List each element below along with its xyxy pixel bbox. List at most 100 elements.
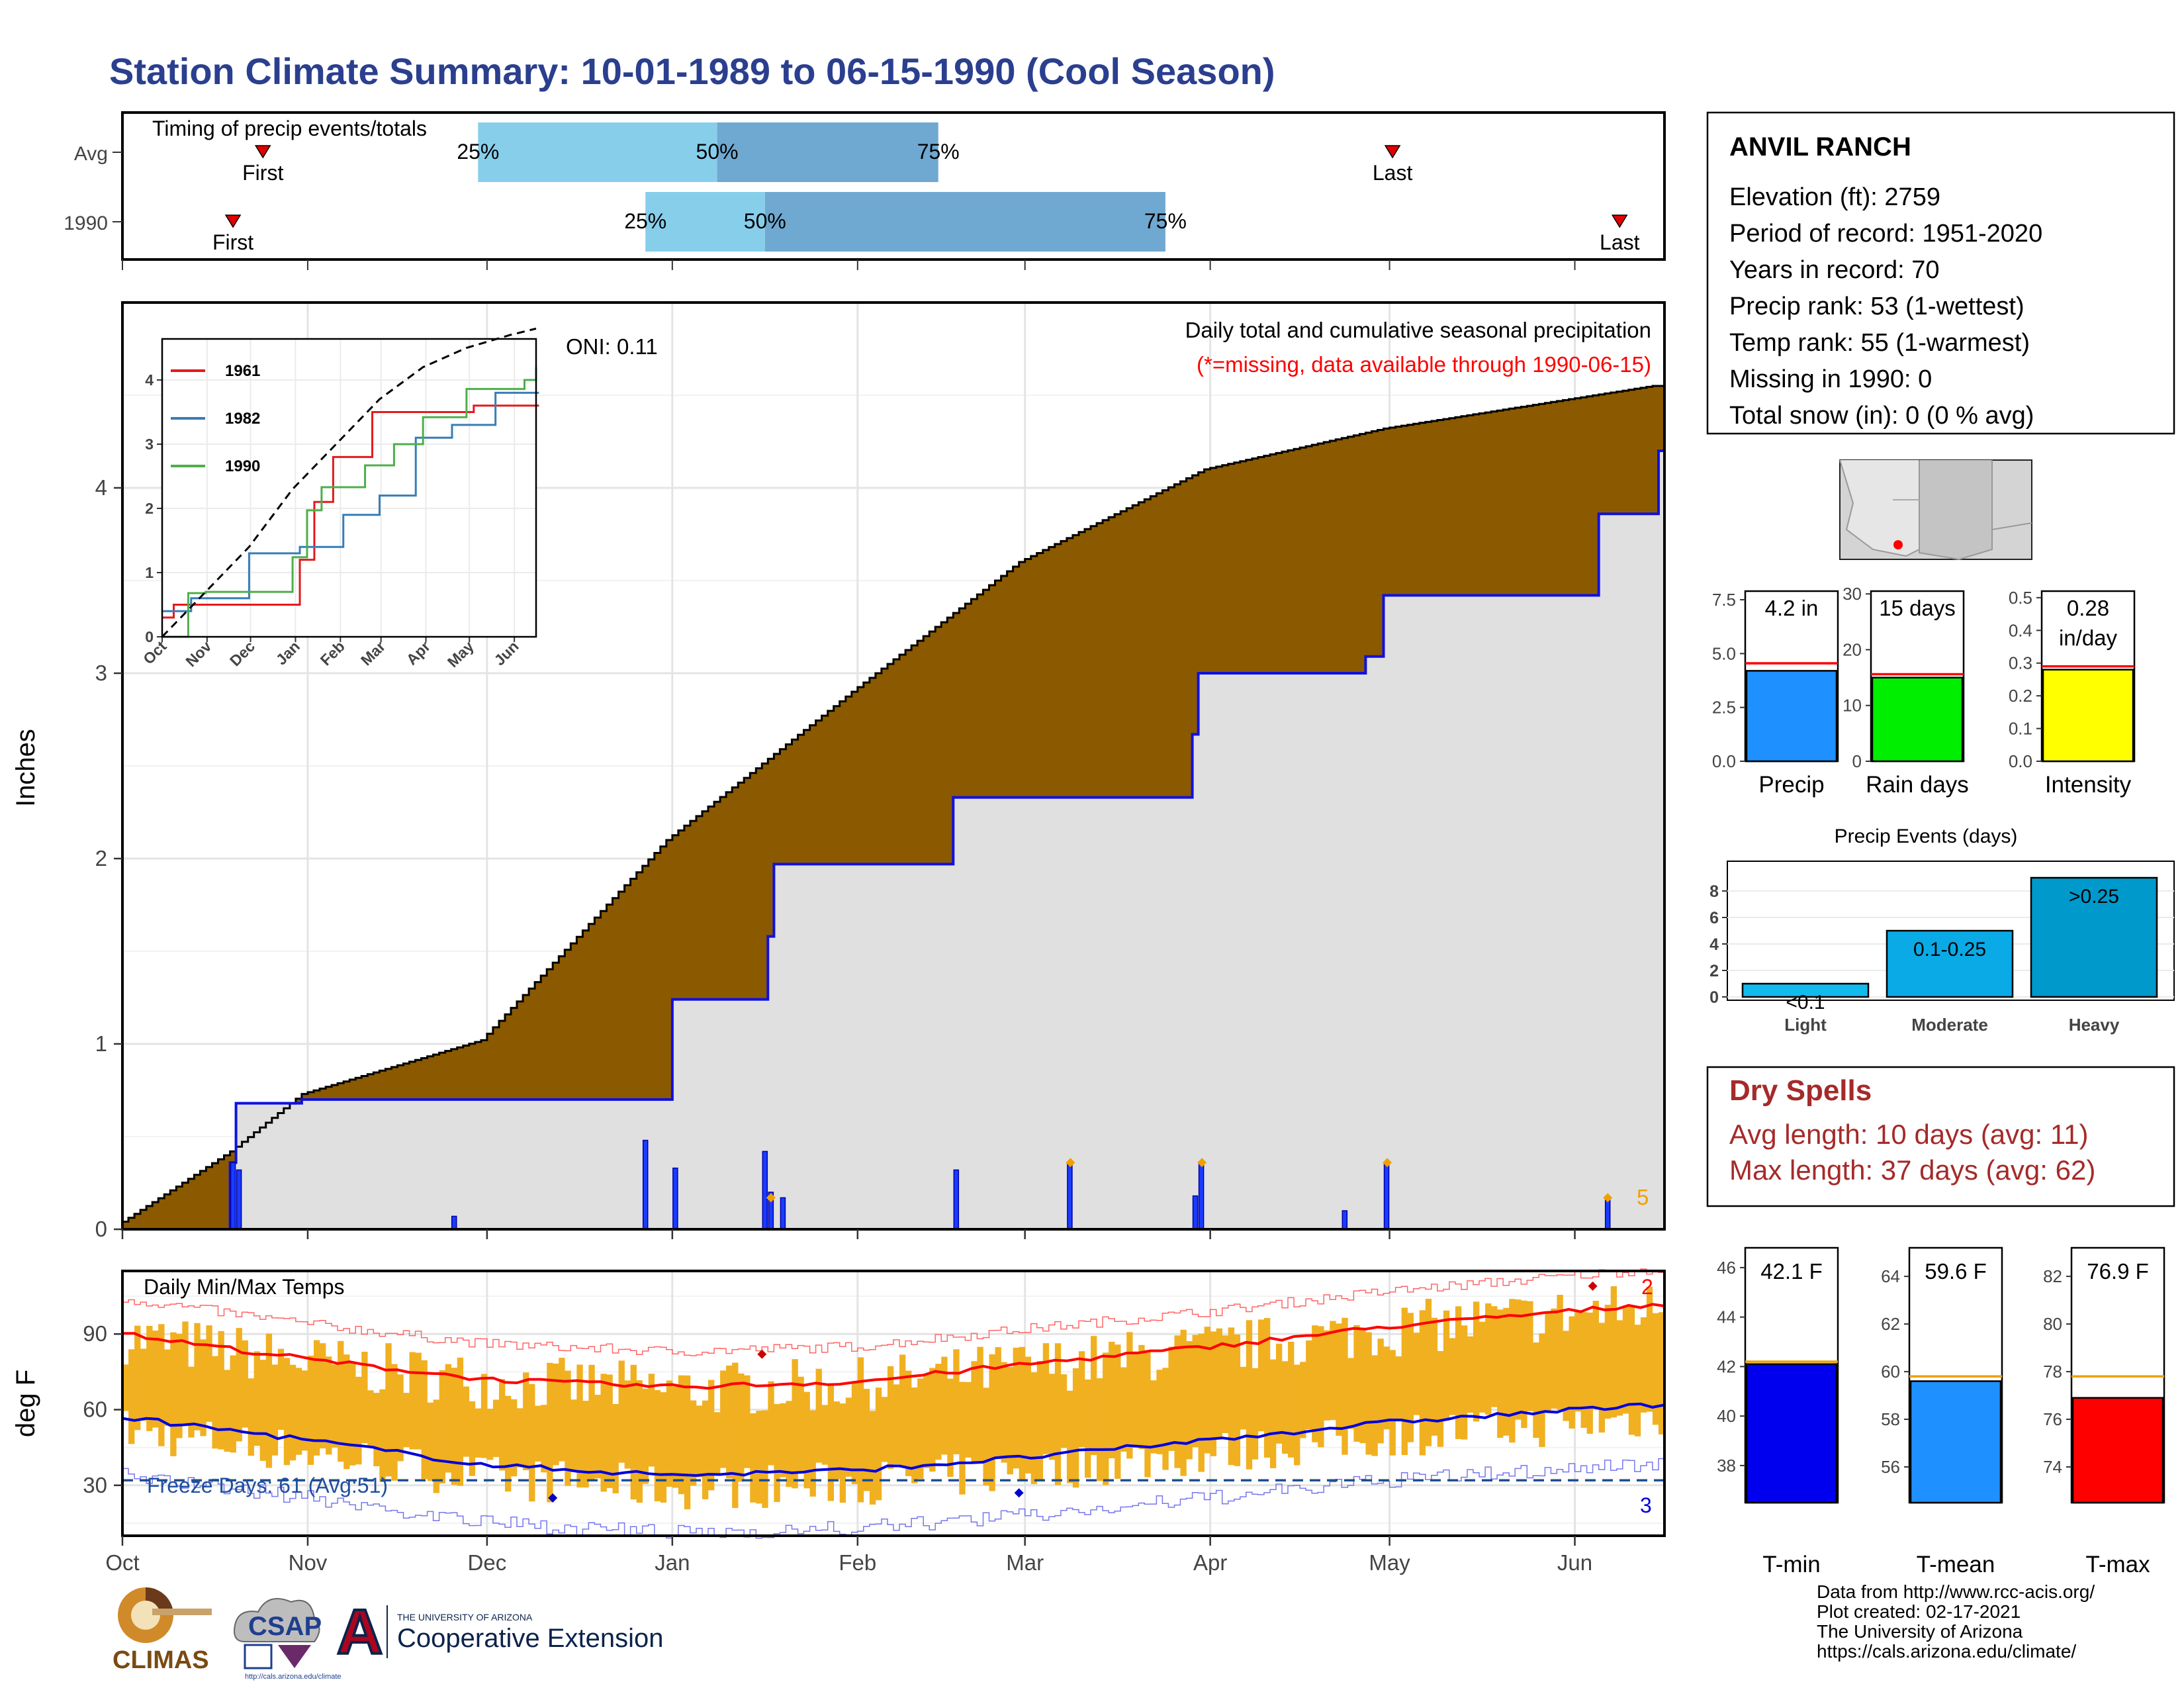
daily-precip-bar — [953, 1169, 960, 1230]
daily-temp-bar — [1013, 1347, 1019, 1469]
daily-temp-bar — [421, 1360, 428, 1479]
daily-temp-bar — [1001, 1362, 1007, 1463]
main-axes: 0 1 2 3 4 — [95, 475, 1576, 1241]
daily-temp-bar — [1580, 1312, 1587, 1429]
daily-temp-bar — [320, 1343, 326, 1448]
page-title: Station Climate Summary: 10-01-1989 to 0… — [109, 50, 1275, 92]
event-marker — [1383, 1158, 1392, 1168]
record-marker — [1014, 1488, 1024, 1498]
daily-temp-bar — [200, 1339, 206, 1436]
daily-temp-bar — [415, 1352, 422, 1450]
daily-temp-bar — [1437, 1351, 1444, 1447]
daily-temp-bar — [576, 1364, 583, 1488]
daily-temp-bar — [1150, 1380, 1157, 1454]
daily-temp-bar — [511, 1399, 518, 1477]
daily-temp-bar — [486, 1409, 494, 1460]
avg-tmax-line — [122, 1303, 1665, 1390]
inset-y-tick-label: 1 — [145, 564, 154, 581]
daily-temp-bar — [899, 1354, 906, 1466]
csap-logo: CSAP http://cals.arizona.edu/climate — [234, 1598, 341, 1681]
gauge-tick-label: 46 — [1717, 1258, 1736, 1278]
gauge-value-bar — [2042, 669, 2134, 763]
events-bar — [1886, 929, 2014, 998]
station-detail-line: Precip rank: 53 (1-wettest) — [1729, 293, 2025, 320]
daily-temp-bar — [1610, 1286, 1617, 1418]
daily-temp-bar — [1186, 1340, 1193, 1460]
daily-temp-bar — [1263, 1318, 1271, 1458]
daily-temp-bar — [1216, 1328, 1223, 1439]
gauge-label: Rain days — [1866, 772, 1969, 798]
gauge-tick-label: 78 — [2043, 1362, 2062, 1382]
timing-bar-50-75 — [717, 122, 938, 182]
gauge-tick-label: 20 — [1843, 639, 1862, 659]
daily-temp-bar — [1431, 1317, 1438, 1436]
inset-legend-label: 1990 — [225, 457, 260, 475]
daily-temp-bar — [696, 1405, 703, 1477]
missing-note: (*=missing, data available through 1990-… — [1197, 352, 1651, 377]
gauge-value-bar — [1909, 1380, 2002, 1504]
event-marker — [1197, 1158, 1207, 1168]
daily-temp-bar — [283, 1358, 291, 1466]
daily-temp-bar — [529, 1383, 535, 1502]
daily-temp-bar — [1461, 1325, 1468, 1440]
event-marker — [1066, 1158, 1075, 1168]
events-y-tick-label: 8 — [1709, 882, 1719, 901]
oni-label: ONI: 0.11 — [566, 334, 658, 359]
events-bar-label: <0.1 — [1786, 992, 1825, 1013]
daily-temp-bar — [809, 1410, 816, 1497]
daily-temp-bar — [427, 1402, 433, 1481]
daily-temp-bar — [929, 1368, 936, 1472]
daily-temp-bar — [923, 1374, 930, 1468]
timing-panel-title: Timing of precip events/totals — [152, 117, 427, 140]
station-detail-line: Period of record: 1951-2020 — [1729, 220, 2042, 248]
daily-temp-bar — [774, 1404, 780, 1502]
daily-temp-bar — [301, 1370, 308, 1451]
gauge-label: T-mean — [1917, 1552, 1995, 1577]
record-marker — [757, 1349, 767, 1359]
dry-spells-max: Max length: 37 days (avg: 62) — [1729, 1154, 2095, 1186]
daily-temp-bar — [833, 1401, 841, 1479]
temp-gauge-charts: 38 40 42 44 46 42.1 F T-min 56 58 60 62 64 59.6 F T-m… — [1717, 1246, 2165, 1577]
daily-temp-bar — [1251, 1368, 1259, 1460]
daily-temp-bar — [158, 1324, 165, 1446]
timing-p50-label: 50% — [744, 209, 786, 233]
station-detail-line: Elevation (ft): 2759 — [1729, 183, 1940, 211]
precip-events-title: Precip Events (days) — [1835, 825, 2018, 847]
ua-logo-letter: A — [337, 1597, 383, 1667]
daily-temp-bar — [648, 1374, 655, 1467]
temp-x-tick-label: Nov — [289, 1550, 328, 1575]
gauge-tick-label: 10 — [1843, 696, 1862, 716]
main-y-tick-label: 2 — [95, 846, 107, 870]
gauge-tick-label: 30 — [1843, 584, 1862, 604]
daily-temp-bar — [559, 1358, 565, 1462]
daily-temp-bar — [750, 1413, 756, 1503]
footer-line: https://cals.arizona.edu/climate/ — [1817, 1641, 2077, 1662]
station-detail-line: Missing in 1990: 0 — [1729, 365, 1932, 393]
climas-logo: CLIMAS — [113, 1587, 212, 1674]
daily-temp-bar — [1054, 1343, 1062, 1485]
daily-temp-bar — [1646, 1286, 1653, 1412]
daily-temp-bar — [367, 1390, 374, 1447]
daily-temp-bar — [1210, 1331, 1216, 1456]
inset-y-tick-label: 2 — [145, 500, 154, 517]
gauge-label: Intensity — [2045, 772, 2132, 798]
record-marker — [1588, 1281, 1598, 1291]
daily-temp-bar — [1330, 1321, 1336, 1421]
daily-temp-bar — [1628, 1305, 1635, 1435]
daily-temp-bar — [821, 1405, 828, 1465]
inset-border — [161, 338, 537, 638]
daily-temp-bar — [164, 1349, 171, 1426]
daily-precip-bar — [780, 1197, 786, 1230]
gauge-tick-label: 0.4 — [2009, 620, 2032, 640]
ua-logo-bottom-text: Cooperative Extension — [397, 1624, 663, 1653]
daily-temp-bar — [1132, 1352, 1139, 1448]
ua-logo-top-text: THE UNIVERSITY OF ARIZONA — [397, 1612, 533, 1622]
daily-temp-bar — [1604, 1305, 1612, 1419]
daily-temp-bar — [618, 1360, 625, 1463]
station-details: Elevation (ft): 2759 Period of record: 19… — [1729, 183, 2042, 430]
daily-temp-bar — [732, 1362, 739, 1509]
daily-temp-bar — [869, 1411, 876, 1505]
daily-temp-bar — [582, 1401, 589, 1488]
csap-url: http://cals.arizona.edu/climate — [245, 1673, 341, 1681]
